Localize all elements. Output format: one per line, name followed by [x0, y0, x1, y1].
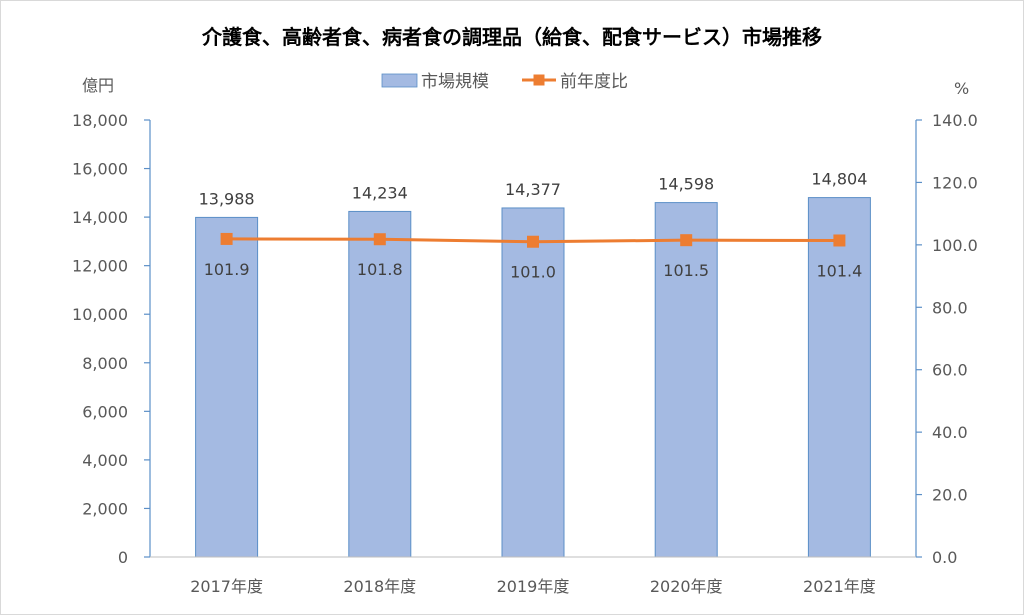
left-axis: 0 2,000 4,000 6,000 8,000 10,000 12,000 14,000 1… — [72, 111, 151, 567]
x-axis-tick-label: 2018年度 — [343, 577, 416, 596]
x-axis-tick-label: 2020年度 — [650, 577, 723, 596]
left-axis-tick-label: 8,000 — [82, 354, 128, 373]
legend-swatch-marker — [533, 74, 545, 86]
right-axis: 0.0 20.0 40.0 60.0 80.0 100.0 120.0 140.0 — [915, 111, 978, 567]
left-axis-tick-label: 12,000 — [72, 257, 128, 276]
line-marker — [833, 234, 846, 247]
line-value-label: 101.4 — [816, 261, 862, 280]
bar — [501, 207, 565, 558]
bar — [654, 202, 718, 558]
x-axis-tick-label: 2021年度 — [803, 577, 876, 596]
right-axis-tick-label: 100.0 — [932, 236, 978, 255]
legend-label-bar: 市場規模 — [421, 72, 489, 92]
left-axis-tick-label: 18,000 — [72, 111, 128, 130]
left-axis-tick-label: 4,000 — [82, 451, 128, 470]
bar-value-label: 14,234 — [352, 183, 408, 202]
left-axis-tick-label: 6,000 — [82, 402, 128, 421]
right-axis-tick-label: 40.0 — [932, 423, 968, 442]
left-axis-tick-label: 14,000 — [72, 208, 128, 227]
legend: 市場規模 前年度比 — [381, 72, 628, 92]
left-axis-tick-label: 10,000 — [72, 305, 128, 324]
line-value-label: 101.0 — [510, 263, 556, 282]
line-series — [220, 232, 846, 248]
legend-swatch-bar — [381, 73, 418, 88]
bar-value-label: 14,377 — [505, 180, 561, 199]
right-axis-unit: % — [954, 79, 969, 98]
bar-value-label: 13,988 — [199, 189, 255, 208]
line-value-label: 101.9 — [204, 260, 250, 279]
line-labels: 101.9 101.8 101.0 101.5 101.4 — [204, 260, 863, 282]
x-axis: 2017年度 2018年度 2019年度 2020年度 2021年度 — [150, 556, 916, 596]
bar-value-label: 14,804 — [811, 170, 867, 189]
line-marker — [220, 232, 233, 245]
line-value-label: 101.5 — [663, 261, 709, 280]
right-axis-tick-label: 20.0 — [932, 486, 968, 505]
bars — [195, 197, 871, 558]
bar — [195, 216, 259, 558]
line-marker — [373, 233, 386, 246]
right-axis-tick-label: 80.0 — [932, 298, 968, 317]
right-axis-tick-label: 60.0 — [932, 361, 968, 380]
left-axis-tick-label: 16,000 — [72, 160, 128, 179]
bar-labels: 13,988 14,234 14,377 14,598 14,804 — [199, 170, 868, 209]
bar — [807, 197, 871, 558]
x-axis-tick-label: 2017年度 — [190, 577, 263, 596]
right-axis-tick-label: 0.0 — [932, 548, 957, 567]
left-axis-unit: 億円 — [82, 76, 114, 95]
bar — [348, 210, 412, 558]
line-value-label: 101.8 — [357, 260, 403, 279]
bar-value-label: 14,598 — [658, 175, 714, 194]
chart-title: 介護食、高齢者食、病者食の調理品（給食、配食サービス）市場推移 — [201, 25, 822, 49]
left-axis-tick-label: 2,000 — [82, 499, 128, 518]
line-marker — [680, 234, 693, 247]
line-marker — [527, 235, 539, 248]
right-axis-tick-label: 120.0 — [932, 173, 978, 192]
legend-label-line: 前年度比 — [560, 72, 628, 92]
right-axis-tick-label: 140.0 — [932, 111, 978, 130]
x-axis-tick-label: 2019年度 — [497, 577, 570, 596]
left-axis-tick-label: 0 — [118, 548, 128, 567]
